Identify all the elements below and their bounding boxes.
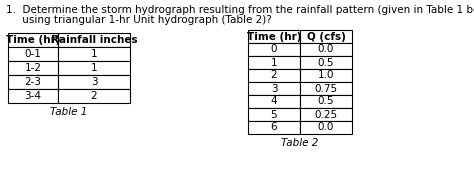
Bar (300, 95, 352, 108)
Text: Rainfall inches: Rainfall inches (51, 35, 137, 45)
Text: Table 2: Table 2 (281, 138, 319, 148)
Text: 3: 3 (271, 84, 277, 93)
Bar (58, 33, 130, 47)
Text: 1-2: 1-2 (25, 63, 42, 73)
Bar (248, 56, 300, 69)
Text: 0.75: 0.75 (314, 84, 337, 93)
Text: 3: 3 (91, 77, 97, 87)
Bar (58, 89, 130, 103)
Text: 0-1: 0-1 (25, 49, 41, 59)
Text: 1.0: 1.0 (318, 70, 334, 80)
Text: 0.5: 0.5 (318, 96, 334, 107)
Text: 0.25: 0.25 (314, 109, 337, 119)
Bar (8, 89, 58, 103)
Text: 1: 1 (91, 49, 97, 59)
Bar (248, 95, 300, 108)
Text: 0.5: 0.5 (318, 58, 334, 68)
Text: 0.0: 0.0 (318, 45, 334, 54)
Text: Q (cfs): Q (cfs) (307, 31, 346, 41)
Bar (300, 30, 352, 43)
Bar (58, 61, 130, 75)
Bar (300, 82, 352, 95)
Text: 1: 1 (91, 63, 97, 73)
Bar (248, 82, 300, 95)
Text: 2: 2 (91, 91, 97, 101)
Bar (300, 69, 352, 82)
Bar (248, 30, 300, 43)
Bar (58, 75, 130, 89)
Text: 3-4: 3-4 (25, 91, 42, 101)
Bar (248, 43, 300, 56)
Bar (8, 47, 58, 61)
Bar (248, 69, 300, 82)
Text: Table 1: Table 1 (50, 107, 88, 117)
Bar (8, 75, 58, 89)
Bar (300, 43, 352, 56)
Text: 2: 2 (271, 70, 277, 80)
Text: 6: 6 (271, 123, 277, 133)
Text: 2-3: 2-3 (25, 77, 42, 87)
Text: 1: 1 (271, 58, 277, 68)
Bar (8, 33, 58, 47)
Text: 4: 4 (271, 96, 277, 107)
Bar (300, 121, 352, 134)
Text: Time (hr): Time (hr) (6, 35, 60, 45)
Text: 0.0: 0.0 (318, 123, 334, 133)
Text: 0: 0 (271, 45, 277, 54)
Bar (8, 61, 58, 75)
Bar (248, 108, 300, 121)
Text: 5: 5 (271, 109, 277, 119)
Bar (300, 108, 352, 121)
Text: Time (hr): Time (hr) (247, 31, 301, 41)
Text: using triangular 1-hr Unit hydrograph (Table 2)?: using triangular 1-hr Unit hydrograph (T… (6, 15, 272, 25)
Bar (248, 121, 300, 134)
Bar (300, 56, 352, 69)
Text: 1.  Determine the storm hydrograph resulting from the rainfall pattern (given in: 1. Determine the storm hydrograph result… (6, 5, 474, 15)
Bar (58, 47, 130, 61)
